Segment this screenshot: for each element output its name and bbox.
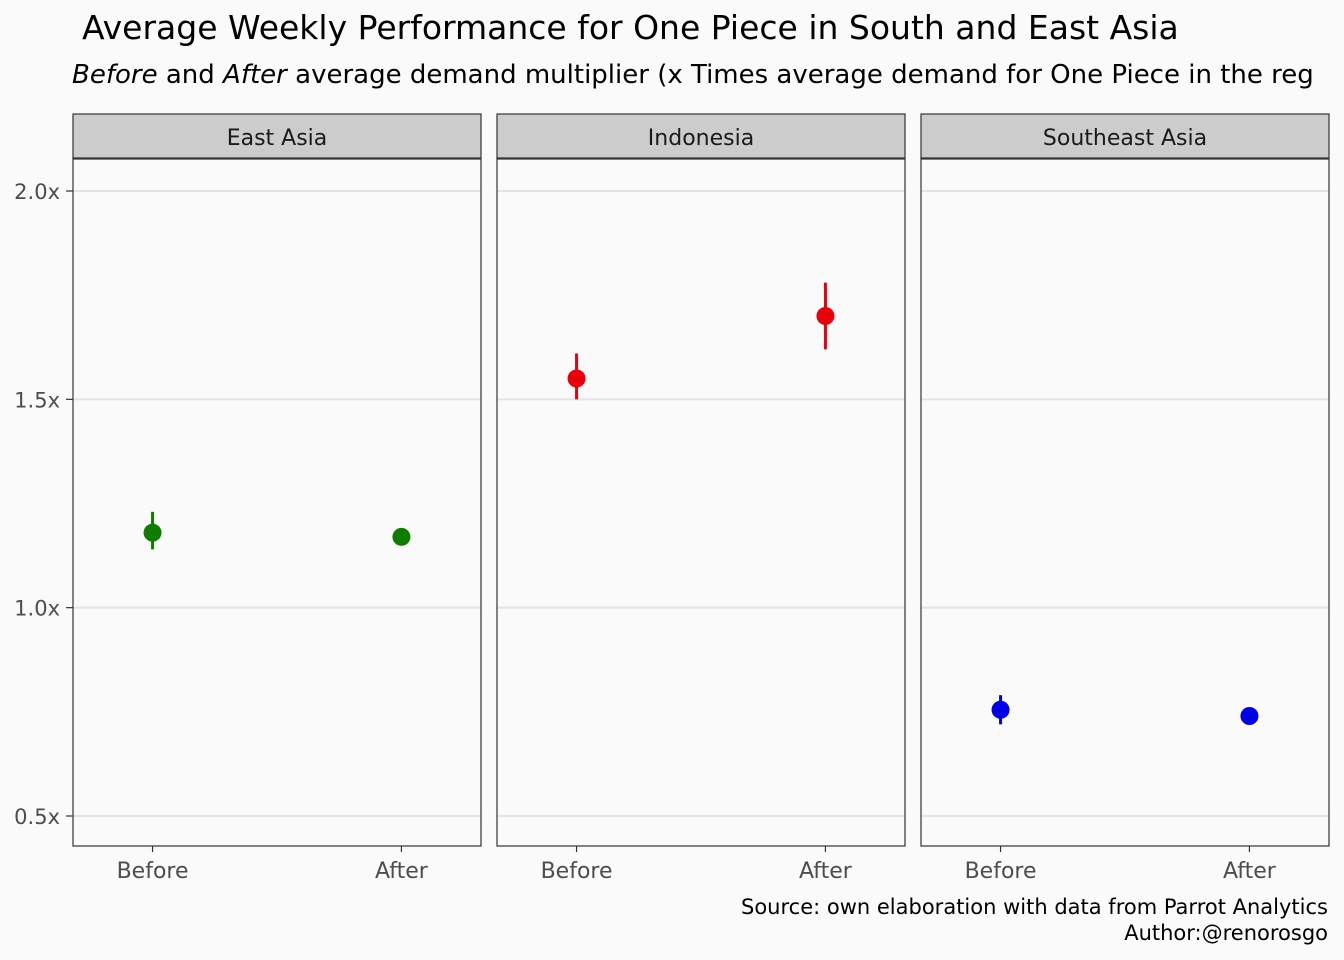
subtitle-and-word: and (157, 60, 224, 90)
x-tick-label: After (1223, 859, 1277, 884)
data-point (1240, 707, 1259, 725)
x-tick-label: Before (117, 859, 189, 884)
facet-label: Indonesia (648, 126, 754, 151)
y-tick-label: 1.0x (14, 597, 60, 621)
data-point (392, 527, 411, 546)
y-tick-label: 0.5x (14, 805, 60, 829)
facet-strip (72, 113, 482, 159)
caption-source: Source: own elaboration with data from P… (741, 895, 1328, 919)
facet-label: East Asia (227, 126, 328, 151)
data-point (567, 369, 586, 388)
x-tick-label: Before (541, 859, 613, 884)
data-point (991, 700, 1010, 719)
panel-border (496, 158, 906, 847)
data-point (816, 307, 835, 325)
subtitle-after-word: After (223, 60, 287, 90)
caption-author: Author:@renorosgo (1124, 921, 1328, 945)
x-tick-label: Before (965, 859, 1037, 884)
y-tick-label: 1.5x (14, 388, 60, 412)
panel-border (920, 158, 1330, 847)
subtitle-before-word: Before (72, 60, 158, 90)
facet-label: Southeast Asia (1043, 126, 1207, 151)
chart-title: Average Weekly Performance for One Piece… (82, 8, 1179, 47)
facet-strip (920, 113, 1330, 159)
panel-border (72, 158, 482, 847)
y-tick-label: 2.0x (14, 180, 60, 204)
subtitle-rest: average demand multiplier (x Times avera… (286, 60, 1314, 90)
x-tick-label: After (375, 859, 429, 884)
x-tick-label: After (799, 859, 853, 884)
caption: Source: own elaboration with data from P… (741, 894, 1328, 946)
chart-subtitle: Before and After average demand multipli… (72, 60, 1314, 90)
data-point (143, 523, 162, 542)
facet-strip (496, 113, 906, 159)
